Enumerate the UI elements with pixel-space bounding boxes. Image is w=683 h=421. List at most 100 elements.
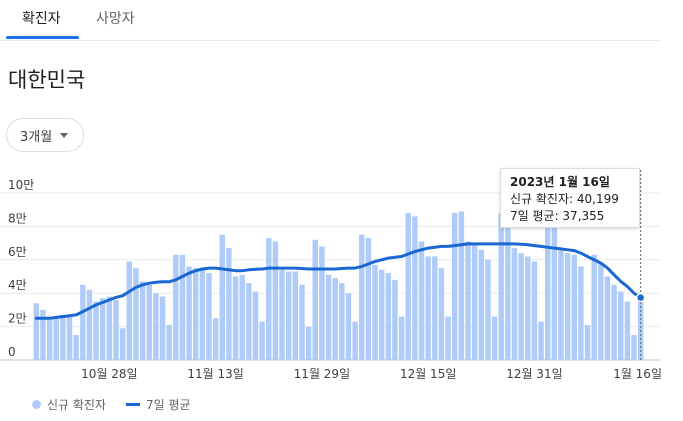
case-bar[interactable] [146, 284, 152, 360]
case-bar[interactable] [246, 283, 252, 360]
case-bar[interactable] [259, 321, 265, 360]
case-bar[interactable] [319, 246, 325, 360]
x-tick-label: 1월 16일 [613, 367, 662, 381]
case-bar[interactable] [618, 291, 624, 360]
case-bar[interactable] [571, 254, 577, 360]
case-bar[interactable] [392, 279, 398, 360]
case-bar[interactable] [332, 278, 338, 360]
case-bar[interactable] [438, 268, 445, 360]
case-bar[interactable] [119, 328, 126, 360]
case-bar[interactable] [212, 318, 219, 360]
case-bar[interactable] [80, 284, 86, 360]
case-bar[interactable] [478, 249, 485, 360]
case-bar[interactable] [60, 314, 66, 360]
case-bar[interactable] [525, 256, 531, 360]
case-bar[interactable] [452, 213, 458, 360]
caret-down-icon [60, 132, 69, 138]
case-bar[interactable] [339, 283, 345, 360]
case-bar[interactable] [305, 326, 312, 360]
case-bar[interactable] [432, 256, 438, 360]
case-bar[interactable] [471, 243, 478, 360]
case-bar[interactable] [445, 316, 451, 360]
period-dropdown[interactable]: 3개월 [6, 118, 84, 152]
case-bar[interactable] [232, 276, 239, 361]
case-bar[interactable] [591, 254, 597, 360]
tab-deaths[interactable]: 사망자 [96, 11, 135, 27]
case-bar[interactable] [458, 211, 465, 360]
case-bar[interactable] [398, 316, 405, 360]
case-bar[interactable] [418, 241, 425, 360]
case-bar[interactable] [345, 293, 352, 360]
case-bar[interactable] [192, 268, 199, 360]
case-bar[interactable] [598, 263, 604, 360]
case-bar[interactable] [604, 276, 611, 361]
case-bar[interactable] [385, 273, 392, 360]
case-bar[interactable] [624, 301, 631, 360]
case-bar[interactable] [292, 271, 299, 360]
case-bar[interactable] [133, 268, 139, 360]
case-bar[interactable] [405, 213, 411, 360]
case-bar[interactable] [106, 296, 113, 360]
case-bar[interactable] [173, 254, 179, 360]
case-bar[interactable] [325, 274, 332, 360]
case-bar[interactable] [365, 238, 372, 360]
case-bar[interactable] [372, 264, 378, 360]
case-bar[interactable] [518, 253, 524, 360]
case-bar[interactable] [491, 316, 498, 360]
x-tick-label: 12월 15일 [400, 367, 456, 381]
case-bar[interactable] [498, 213, 504, 360]
case-bar[interactable] [139, 281, 146, 360]
case-bar[interactable] [551, 219, 558, 360]
case-bar[interactable] [378, 269, 385, 360]
case-bar[interactable] [558, 249, 564, 360]
case-bar[interactable] [531, 261, 538, 360]
tab-cases[interactable]: 확진자 [22, 11, 61, 27]
case-bar[interactable] [206, 273, 212, 360]
case-bar[interactable] [199, 268, 206, 360]
case-bar[interactable] [578, 266, 584, 360]
cases-chart[interactable]: 0 2만 4만 6만 8만 10만 10월 28일 11월 13일 11월 29일 12월 15… [0, 160, 683, 390]
case-bar[interactable] [53, 318, 59, 360]
case-bar[interactable] [186, 266, 192, 360]
case-bar[interactable] [66, 316, 73, 360]
case-bar[interactable] [46, 316, 53, 360]
case-bar[interactable] [219, 234, 225, 360]
case-bar[interactable] [226, 248, 232, 360]
y-tick-label: 6만 [8, 245, 27, 259]
hover-point [635, 292, 646, 303]
case-bar[interactable] [564, 253, 571, 360]
case-bar[interactable] [544, 214, 551, 360]
case-bar[interactable] [126, 261, 133, 360]
case-bar[interactable] [465, 241, 471, 360]
case-bar[interactable] [266, 238, 272, 360]
case-bar[interactable] [285, 271, 292, 360]
case-bar[interactable] [584, 324, 591, 360]
case-bar[interactable] [279, 269, 285, 360]
case-bar[interactable] [299, 284, 305, 360]
case-bar[interactable] [166, 324, 172, 360]
case-bar[interactable] [252, 291, 259, 360]
case-bar[interactable] [113, 299, 119, 360]
case-bar[interactable] [485, 259, 491, 360]
case-bar[interactable] [179, 254, 186, 360]
case-bar[interactable] [153, 293, 159, 360]
case-bar[interactable] [93, 301, 99, 360]
case-bar[interactable] [505, 218, 511, 360]
case-bar[interactable] [100, 298, 106, 360]
case-bar[interactable] [611, 284, 617, 360]
case-bar[interactable] [312, 239, 318, 360]
case-bar[interactable] [272, 241, 279, 360]
case-bar[interactable] [239, 274, 245, 360]
case-bar[interactable] [631, 334, 637, 360]
case-bar[interactable] [352, 321, 358, 360]
case-bar[interactable] [159, 296, 166, 360]
case-bar[interactable] [511, 248, 518, 360]
case-bar[interactable] [412, 216, 418, 360]
case-bar[interactable] [33, 303, 40, 360]
case-bar[interactable] [538, 321, 544, 360]
case-bar[interactable] [86, 289, 93, 360]
case-bar[interactable] [359, 234, 365, 360]
case-bar[interactable] [425, 256, 431, 360]
case-bar[interactable] [40, 309, 46, 360]
case-bar[interactable] [73, 334, 79, 360]
